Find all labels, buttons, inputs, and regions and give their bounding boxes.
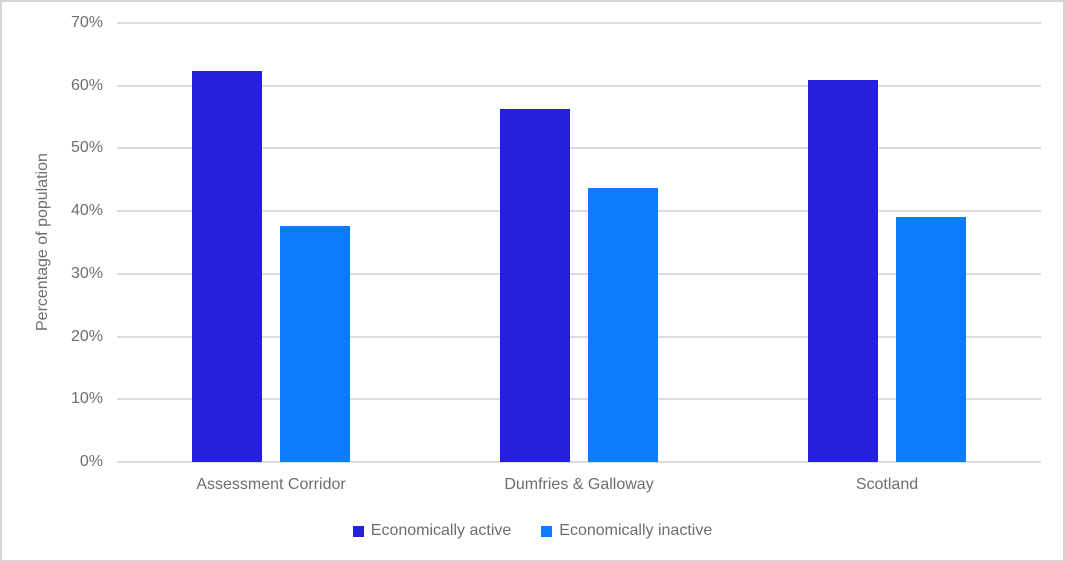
bar-economically-inactive-scotland[interactable] xyxy=(896,216,966,462)
y-tick-label-40: 40% xyxy=(70,202,103,220)
bar-group-scotland xyxy=(733,23,1041,462)
y-tick-label-0: 0% xyxy=(79,453,103,470)
y-tick-label-60: 60% xyxy=(70,76,103,94)
bar-group-dumfries-galloway xyxy=(425,23,733,462)
gridline-60 xyxy=(117,84,1041,87)
x-axis-category-labels: Assessment Corridor Dumfries & Galloway Sc… xyxy=(117,476,1041,494)
legend-swatch-icon xyxy=(541,525,553,537)
legend-label: Economically inactive xyxy=(559,522,713,539)
bars-layer xyxy=(117,23,1041,462)
y-tick-label-10: 10% xyxy=(70,390,103,408)
x-category-label-dumfries-galloway: Dumfries & Galloway xyxy=(504,476,654,493)
gridline-0 xyxy=(117,461,1041,463)
bar-economically-active-scotland[interactable] xyxy=(808,80,878,462)
gridline-10 xyxy=(117,398,1041,401)
x-category-label-scotland: Scotland xyxy=(855,476,919,493)
bar-economically-inactive-assessment-corridor[interactable] xyxy=(280,225,350,462)
x-category-label-assessment-corridor: Assessment Corridor xyxy=(196,476,346,493)
gridline-50 xyxy=(117,147,1041,150)
gridline-40 xyxy=(117,210,1041,213)
bar-economically-active-assessment-corridor[interactable] xyxy=(192,71,262,462)
legend-label: Economically active xyxy=(370,522,512,539)
bar-economically-inactive-dumfries-galloway[interactable] xyxy=(588,187,658,462)
legend-item-economically-active[interactable]: Economically active xyxy=(352,522,512,540)
y-tick-label-30: 30% xyxy=(70,264,103,282)
y-axis-tick-labels: 0% 10% 20% 30% 40% 50% 60% 70% xyxy=(2,15,103,470)
legend: Economically active Economically inactive xyxy=(2,522,1063,540)
y-tick-label-50: 50% xyxy=(70,139,103,157)
y-tick-label-70: 70% xyxy=(70,14,103,31)
bar-group-assessment-corridor xyxy=(117,23,425,462)
y-tick-label-20: 20% xyxy=(70,327,103,345)
legend-item-economically-inactive[interactable]: Economically inactive xyxy=(541,522,712,540)
gridline-20 xyxy=(117,335,1041,338)
bar-economically-active-dumfries-galloway[interactable] xyxy=(500,108,570,462)
legend-swatch-icon xyxy=(352,525,364,537)
gridline-30 xyxy=(117,272,1041,275)
gridline-70 xyxy=(117,22,1041,24)
plot-area xyxy=(117,22,1041,463)
